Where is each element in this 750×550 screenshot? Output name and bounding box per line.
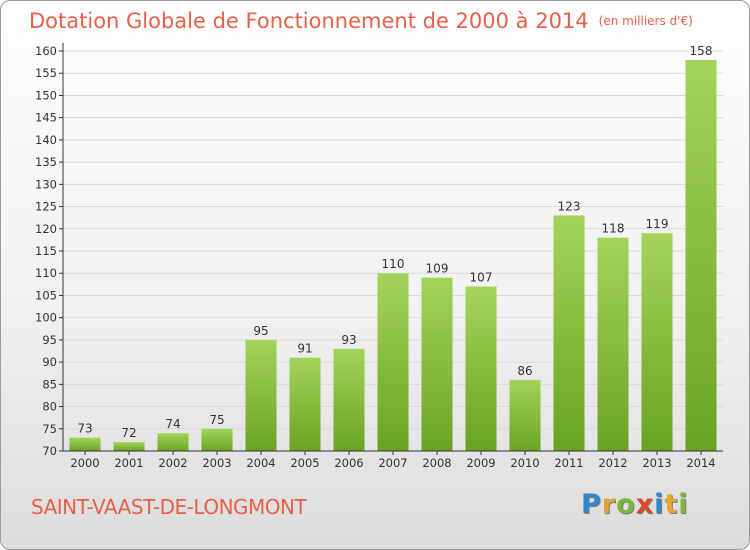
y-tick-label: 140 [35,133,57,147]
bar [509,379,541,451]
bar [245,339,277,451]
data-label: 123 [558,199,581,213]
data-label: 73 [77,422,92,436]
logo-letter: o [616,489,636,520]
data-labels: 73 72 74 75 95 91 93 110 109 107 86 123 118 119 158 [77,44,712,440]
x-tick-label: 2014 [686,456,715,470]
bar [641,233,673,451]
data-label: 86 [517,364,532,378]
y-tick-label: 155 [35,66,57,80]
data-label: 110 [382,257,405,271]
bars [69,59,717,452]
bar [597,237,629,451]
x-tick-label: 2012 [598,456,627,470]
x-tick-label: 2001 [114,456,143,470]
data-label: 72 [121,426,136,440]
logo-letter: t [664,489,679,520]
y-tick-label: 85 [42,377,57,391]
x-tick-label: 2007 [378,456,407,470]
bar [465,286,497,451]
x-tick-label: 2004 [246,456,275,470]
logo-letter: i [654,489,665,520]
title-text: Dotation Globale de Fonctionnement de 20… [29,9,589,33]
y-tick-label: 95 [42,333,57,347]
y-tick-label: 75 [42,422,57,436]
y-tick-label: 145 [35,111,57,125]
y-tick-label: 150 [35,88,57,102]
proxiti-logo: Proxiti [581,489,689,520]
bar [333,348,365,451]
data-label: 75 [209,413,224,427]
y-tick-label: 110 [35,266,57,280]
x-tick-label: 2003 [202,456,231,470]
x-tick-label: 2002 [158,456,187,470]
x-tick-label: 2011 [554,456,583,470]
logo-letter: r [601,489,617,520]
data-label: 109 [426,262,449,276]
y-tick-label: 135 [35,155,57,169]
x-tick-label: 2008 [422,456,451,470]
data-label: 95 [253,324,268,338]
data-label: 119 [646,217,669,231]
y-tick-label: 125 [35,200,57,214]
y-tick-label: 100 [35,311,57,325]
bar [69,437,101,451]
y-tick-label: 70 [42,444,57,458]
bar [113,442,145,451]
y-tick-label: 130 [35,177,57,191]
logo-letter: i [678,489,689,520]
x-tick-label: 2013 [642,456,671,470]
x-tick-label: 2005 [290,456,319,470]
y-tick-label: 90 [42,355,57,369]
commune-name: SAINT-VAAST-DE-LONGMONT [31,495,307,519]
x-tick-label: 2009 [466,456,495,470]
axes: 70 75 80 85 90 95 100 105 110 115 120 125 130 135 140 1… [35,43,723,470]
data-label: 107 [470,271,493,285]
bar [201,428,233,451]
x-tick-label: 2006 [334,456,363,470]
bar [685,59,717,452]
y-tick-label: 120 [35,222,57,236]
bar [377,273,409,451]
bar [289,357,321,451]
bar [553,215,585,451]
data-label: 74 [165,417,180,431]
y-tick-label: 80 [42,400,57,414]
y-tick-label: 115 [35,244,57,258]
bar [157,433,189,451]
bar [421,277,453,451]
x-tick-label: 2000 [70,456,99,470]
data-label: 158 [690,44,713,58]
logo-letter: x [635,489,655,520]
y-tick-label: 160 [35,44,57,58]
data-label: 118 [602,222,625,236]
data-label: 91 [297,342,312,356]
chart-subtitle: (en milliers d'€) [598,14,693,28]
chart-title: Dotation Globale de Fonctionnement de 20… [29,9,693,33]
y-tick-label: 105 [35,288,57,302]
logo-letter: P [581,489,602,520]
data-label: 93 [341,333,356,347]
x-tick-label: 2010 [510,456,539,470]
